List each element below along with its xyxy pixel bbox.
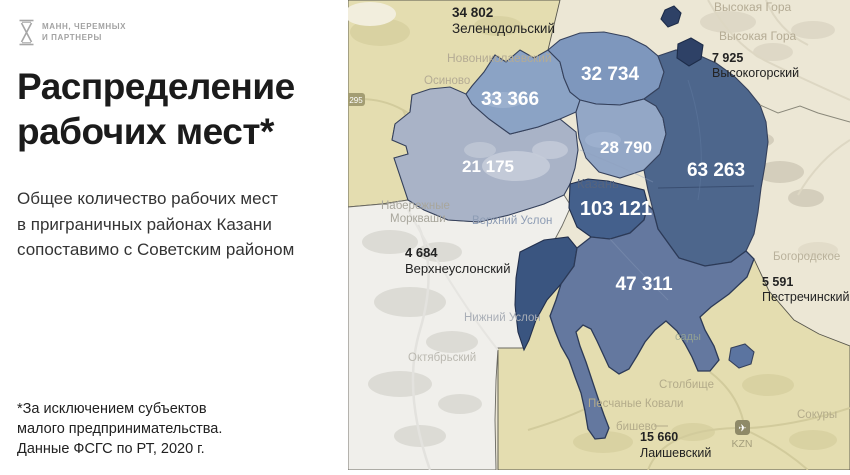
vysokogorsky-value: 7 925 bbox=[712, 51, 743, 65]
kazan-districts-map: 295 ✈ KZN Новониколаевский Осиново Высок… bbox=[344, 0, 850, 471]
logo-emblem-icon bbox=[19, 19, 34, 46]
subtitle-line3: сопоставимо с Советским районом bbox=[17, 240, 295, 259]
place-naberezhnye: Набережные bbox=[381, 200, 450, 212]
value-103121: 103 121 bbox=[580, 198, 652, 220]
footnote-line2: малого предпринимательства. bbox=[17, 421, 223, 437]
pestrechinsky-value: 5 591 bbox=[762, 275, 793, 289]
airport-code-label: KZN bbox=[732, 438, 753, 450]
title-line1: Распределение bbox=[17, 66, 295, 107]
laishevsky-name: Лаишевский bbox=[640, 446, 711, 460]
zelenodolsky-value: 34 802 bbox=[452, 5, 493, 20]
place-sady: сады bbox=[675, 331, 701, 343]
subtitle-line1: Общее количество рабочих мест bbox=[17, 189, 278, 208]
footnote: *За исключением субъектов малого предпри… bbox=[17, 399, 222, 459]
verkhneuslonsky-name: Верхнеуслонский bbox=[405, 261, 510, 276]
value-47311: 47 311 bbox=[615, 274, 672, 295]
zelenodolsky-name: Зеленодольский bbox=[452, 21, 555, 36]
district-value-labels: 33 366 32 734 28 790 21 175 63 263 103 1… bbox=[462, 64, 745, 295]
value-63263: 63 263 bbox=[687, 160, 745, 181]
place-peschanye-kovali: Песчаные Ковали bbox=[588, 398, 683, 410]
place-oktyabrsky: Октябрьский bbox=[408, 352, 476, 364]
value-21175: 21 175 bbox=[462, 157, 514, 176]
title-line2: рабочих мест* bbox=[17, 111, 274, 153]
airport-kzn: ✈ KZN bbox=[732, 420, 753, 450]
value-32734: 32 734 bbox=[581, 64, 640, 85]
vysokogorsky-name: Высокогорский bbox=[712, 66, 799, 80]
company-logo: МАНН, ЧЕРЕМНЫХ И ПАРТНЕРЫ bbox=[18, 19, 126, 46]
place-morkvashi: Моркваши bbox=[390, 213, 446, 225]
logo-text-line2: И ПАРТНЕРЫ bbox=[42, 32, 102, 42]
place-bogorodskoe: Богородское bbox=[773, 251, 840, 263]
place-novonikolaevsky: Новониколаевский bbox=[447, 51, 552, 65]
city-texture bbox=[464, 79, 755, 301]
place-bishevo: бишево bbox=[616, 421, 657, 433]
map-canvas: 295 ✈ KZN Новониколаевский Осиново Высок… bbox=[344, 0, 850, 471]
place-nizhny-uslon: Нижний Услон bbox=[464, 312, 541, 324]
laishevsky-value: 15 660 bbox=[640, 430, 678, 444]
roads-cream bbox=[707, 0, 850, 196]
boundary-line-east bbox=[759, 104, 850, 123]
left-panel: МАНН, ЧЕРЕМНЫХ И ПАРТНЕРЫ Распределение … bbox=[0, 0, 348, 470]
road-shield-295: 295 bbox=[346, 93, 365, 106]
exclave-southeast bbox=[728, 343, 755, 369]
exclave-north-small bbox=[660, 5, 682, 28]
region-name-labels: 34 802 Зеленодольский 7 925 Высокогорски… bbox=[405, 5, 849, 460]
subtitle-line2: в приграничных районах Казани bbox=[17, 214, 272, 234]
road-shield-label: 295 bbox=[349, 96, 363, 105]
verkhneuslonsky-value: 4 684 bbox=[405, 245, 438, 260]
value-33366: 33 366 bbox=[481, 89, 539, 110]
place-verkhny-uslon: Верхний Услон bbox=[472, 215, 552, 227]
subtitle: Общее количество рабочих мест в приграни… bbox=[17, 186, 294, 263]
place-vysokaya-gora-2: Высокая Гора bbox=[719, 29, 797, 43]
place-labels: Новониколаевский Осиново Высокая Гора Вы… bbox=[381, 0, 840, 433]
exclave-north-large bbox=[676, 37, 704, 67]
white-district-texture bbox=[362, 209, 499, 471]
place-vysokaya-gora-1: Высокая Гора bbox=[714, 0, 792, 14]
logo-text: МАНН, ЧЕРЕМНЫХ И ПАРТНЕРЫ bbox=[42, 22, 126, 43]
place-osinovo: Осиново bbox=[424, 75, 470, 87]
district-volga-wedge bbox=[514, 236, 578, 352]
place-kazan: Казань bbox=[577, 176, 619, 191]
airplane-icon: ✈ bbox=[738, 424, 746, 435]
logo-text-line1: МАНН, ЧЕРЕМНЫХ bbox=[42, 22, 127, 32]
value-28790: 28 790 bbox=[600, 138, 652, 157]
place-sokury: Сокуры bbox=[797, 409, 837, 421]
district-47311 bbox=[549, 203, 755, 440]
footnote-line1: *За исключением субъектов bbox=[17, 401, 207, 417]
place-stolbische: Столбище bbox=[659, 379, 714, 391]
footnote-line3: Данные ФСГС по РТ, 2020 г. bbox=[17, 441, 205, 457]
pestrechinsky-name: Пестречинский bbox=[762, 290, 849, 304]
page-title: Распределение рабочих мест* bbox=[17, 64, 295, 154]
